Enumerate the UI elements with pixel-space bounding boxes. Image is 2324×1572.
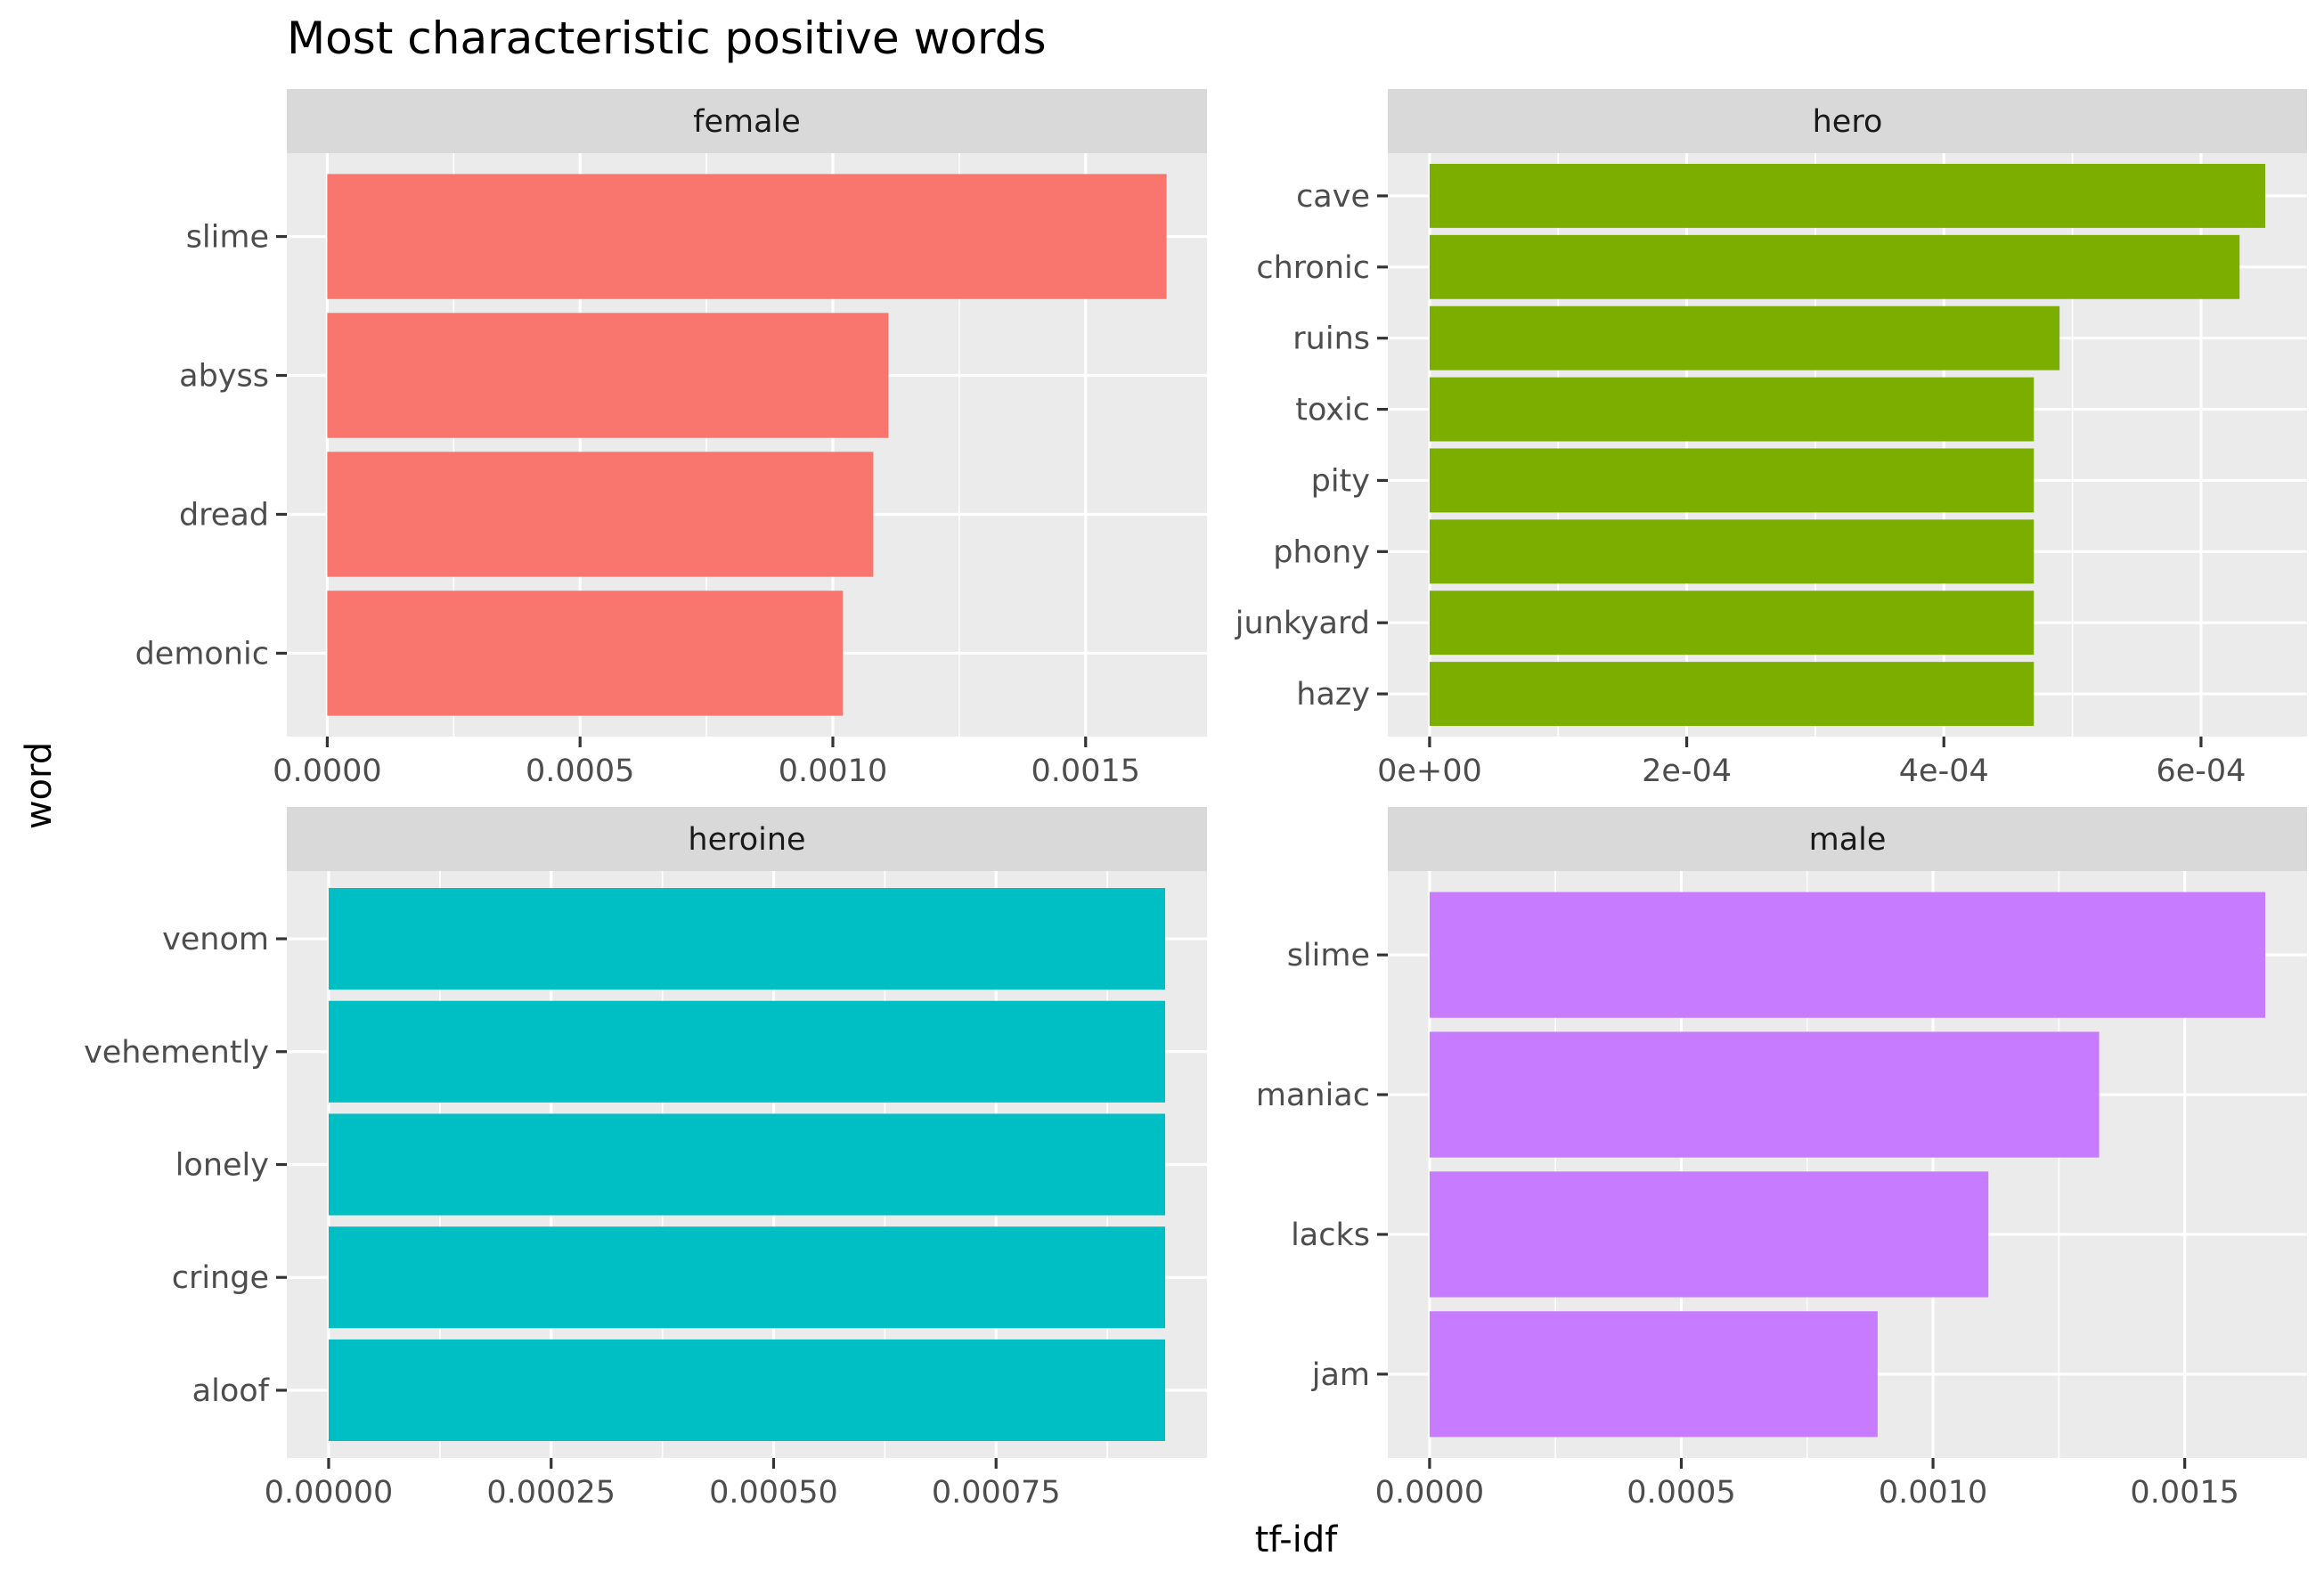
x-tick-label: 0.00050 — [709, 1475, 838, 1511]
bar-hero-hazy — [1429, 662, 2035, 727]
bar-heroine-venom — [328, 888, 1166, 990]
y-tick-label: slime — [1287, 938, 1370, 973]
x-tick-label: 6e-04 — [2156, 753, 2246, 789]
y-tick-label: lonely — [175, 1148, 269, 1184]
y-tick-label: venom — [162, 922, 269, 957]
bar-hero-pity — [1429, 448, 2035, 513]
strip-label-heroine: heroine — [688, 822, 805, 858]
bar-hero-phony — [1429, 519, 2035, 584]
strip-female — [287, 89, 1207, 153]
bar-hero-chronic — [1429, 234, 2240, 299]
x-tick-label: 0.00000 — [265, 1475, 394, 1511]
y-tick-label: cave — [1296, 179, 1370, 215]
strip-heroine — [287, 807, 1207, 871]
panel-male: male slime maniac lacks jam 0.0000 0.0005 0.001… — [1256, 807, 2307, 1511]
bar-heroine-vehemently — [328, 1000, 1166, 1103]
x-tick-label: 4e-04 — [1899, 753, 1989, 789]
bar-male-maniac — [1429, 1031, 2100, 1158]
y-tick-label: slime — [186, 220, 269, 256]
facet-panels: female slime abyss dread demonic 0.0000 0.0005… — [84, 89, 2307, 1511]
bar-female-dread — [327, 452, 874, 577]
y-tick-label: abyss — [179, 359, 269, 395]
bar-male-jam — [1429, 1311, 1878, 1438]
x-tick-label: 0.0000 — [1375, 1475, 1484, 1511]
x-tick-label: 0.0005 — [526, 753, 634, 789]
panel-female: female slime abyss dread demonic 0.0000 0.0005… — [135, 89, 1207, 789]
x-tick-label: 0.00075 — [932, 1475, 1061, 1511]
y-tick-label: junkyard — [1235, 606, 1370, 641]
x-tick-label: 0.00025 — [486, 1475, 616, 1511]
bar-heroine-aloof — [328, 1339, 1166, 1441]
strip-label-female: female — [693, 104, 801, 140]
y-tick-label: lacks — [1291, 1218, 1370, 1253]
strip-male — [1388, 807, 2307, 871]
bar-female-demonic — [327, 591, 844, 716]
y-tick-label: jam — [1311, 1357, 1370, 1393]
bar-heroine-lonely — [328, 1113, 1166, 1216]
x-tick-label: 0.0015 — [1032, 753, 1140, 789]
x-tick-label: 0e+00 — [1377, 753, 1482, 789]
y-tick-label: demonic — [135, 636, 269, 672]
bar-hero-toxic — [1429, 377, 2035, 442]
chart-title: Most characteristic positive words — [287, 12, 1047, 64]
y-tick-label: vehemently — [84, 1035, 269, 1071]
y-tick-label: cringe — [172, 1260, 269, 1296]
bar-hero-junkyard — [1429, 591, 2035, 656]
x-tick-label: 0.0010 — [779, 753, 887, 789]
x-tick-label: 0.0010 — [1879, 1475, 1987, 1511]
x-tick-label: 0.0000 — [273, 753, 381, 789]
bar-male-slime — [1429, 892, 2266, 1018]
bar-female-abyss — [327, 313, 889, 438]
strip-label-male: male — [1809, 822, 1887, 858]
x-axis-title: tf-idf — [1255, 1519, 1339, 1560]
y-tick-label: phony — [1273, 534, 1370, 570]
y-tick-label: toxic — [1295, 393, 1370, 428]
y-tick-label: pity — [1311, 463, 1370, 499]
bar-male-lacks — [1429, 1171, 1989, 1298]
panel-hero: hero cave chronic ruins toxic pity phony junkya… — [1235, 89, 2307, 789]
bar-hero-ruins — [1429, 305, 2060, 371]
y-tick-label: ruins — [1292, 322, 1370, 357]
y-tick-label: maniac — [1256, 1078, 1370, 1113]
strip-hero — [1388, 89, 2307, 153]
bar-heroine-cringe — [328, 1226, 1166, 1329]
x-tick-label: 0.0015 — [2130, 1475, 2238, 1511]
x-tick-label: 0.0005 — [1627, 1475, 1735, 1511]
y-tick-label: aloof — [192, 1373, 270, 1409]
y-tick-label: chronic — [1256, 250, 1370, 286]
y-axis-title: word — [19, 742, 60, 829]
strip-label-hero: hero — [1813, 104, 1883, 140]
y-tick-label: dread — [179, 497, 269, 533]
x-tick-label: 2e-04 — [1642, 753, 1732, 789]
bar-hero-cave — [1429, 163, 2266, 228]
panel-heroine: heroine venom vehemently lonely cringe aloof 0… — [84, 807, 1207, 1511]
bar-female-slime — [327, 174, 1167, 299]
y-tick-label: hazy — [1296, 677, 1370, 713]
